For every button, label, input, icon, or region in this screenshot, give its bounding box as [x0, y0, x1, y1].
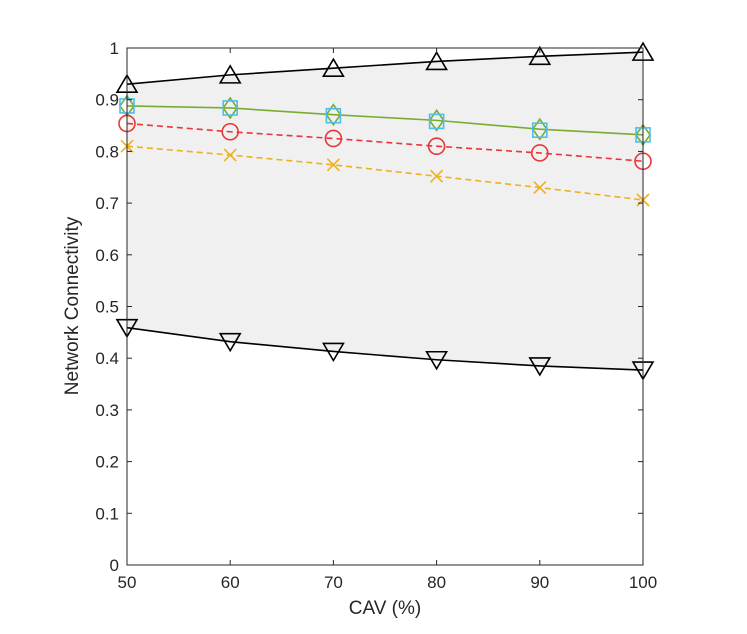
series-lines	[126, 51, 644, 371]
marker-series-4-70	[325, 107, 342, 124]
marker-series-6-90	[533, 181, 547, 195]
marker-series-4-60	[222, 100, 238, 116]
x-tick-label-70: 70	[324, 573, 343, 592]
y-tick-label-0: 0	[110, 556, 119, 575]
marker-series-4-80	[428, 113, 445, 130]
marker-lower-bound-60	[218, 332, 242, 353]
marker-upper-bound-70	[322, 57, 345, 77]
marker-series-3-70	[325, 103, 342, 127]
series-line-series-3	[126, 105, 644, 136]
marker-series-5-80	[427, 137, 446, 156]
x-tick-label-60: 60	[221, 573, 240, 592]
marker-upper-bound-80	[425, 50, 448, 71]
marker-series-6-70	[326, 158, 340, 172]
marker-series-3-90	[531, 117, 548, 141]
x-axis: 50 60 70 80 90 100	[118, 48, 657, 592]
series-line-lower-bound	[126, 326, 644, 371]
marker-upper-bound-90	[528, 45, 552, 66]
range-band	[127, 52, 643, 371]
x-tick-label-100: 100	[629, 573, 657, 592]
marker-lower-bound-70	[322, 342, 345, 363]
x-tick-label-80: 80	[427, 573, 446, 592]
y-tick-label-7: 0.7	[95, 194, 119, 213]
x-tick-label-90: 90	[530, 573, 549, 592]
marker-lower-bound-90	[528, 357, 552, 377]
marker-series-6-60	[223, 148, 237, 162]
marker-series-4-90	[531, 122, 548, 139]
y-tick-label-4: 0.4	[95, 349, 119, 368]
marker-series-6-80	[430, 169, 444, 183]
y-tick-label-6: 0.6	[95, 246, 119, 265]
y-tick-label-10: 1	[110, 39, 119, 58]
series-line-series-5	[126, 122, 644, 163]
y-tick-label-5: 0.5	[95, 298, 119, 317]
y-tick-label-2: 0.2	[95, 453, 119, 472]
marker-series-3-80	[428, 108, 445, 132]
y-tick-label-8: 0.8	[95, 142, 119, 161]
x-axis-title: CAV (%)	[349, 598, 421, 619]
y-axis-title: Network Connectivity	[62, 216, 83, 395]
marker-series-5-90	[530, 144, 549, 162]
marker-series-5-70	[324, 129, 343, 148]
marker-series-5-60	[221, 122, 239, 141]
y-tick-label-9: 0.9	[95, 91, 119, 110]
marker-series-3-60	[222, 96, 239, 120]
marker-upper-bound-60	[218, 64, 242, 84]
series-line-upper-bound	[126, 51, 644, 85]
marker-lower-bound-80	[425, 350, 448, 371]
x-tick-label-50: 50	[118, 573, 137, 592]
series-markers	[115, 41, 655, 381]
y-tick-label-1: 0.1	[95, 504, 119, 523]
series-line-series-6	[126, 145, 644, 201]
y-tick-label-3: 0.3	[95, 401, 119, 420]
y-axis: 0 0.1 0.2 0.3 0.4 0.5 0.6 0.7 0.8 0.9 1	[95, 39, 643, 575]
